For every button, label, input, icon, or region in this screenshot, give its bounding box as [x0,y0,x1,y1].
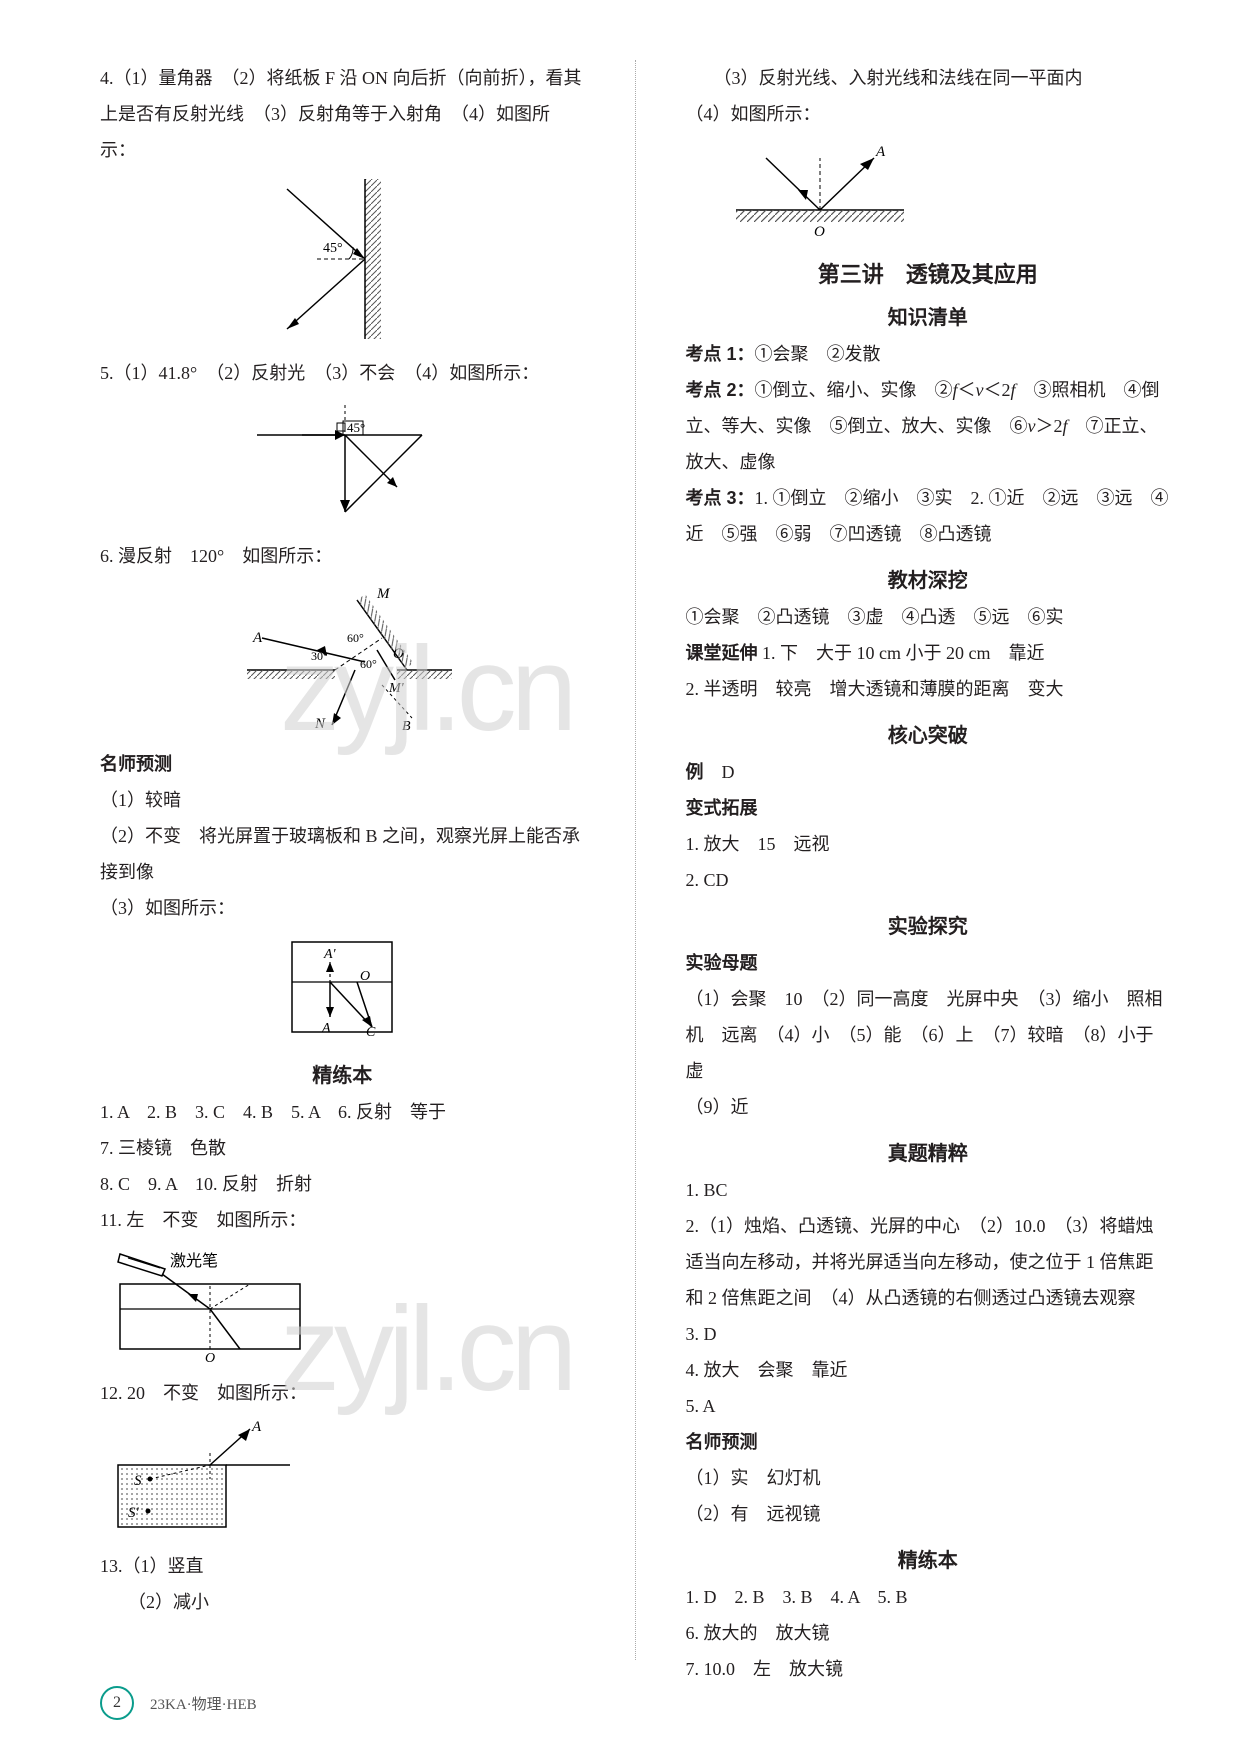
example: 例 D [686,754,1171,790]
symt-heading: 实验母题 [686,945,1171,981]
svg-text:A: A [875,144,886,160]
right-column: （3）反射光线、入射光线和法线在同一平面内 （4）如图所示： A O [686,60,1171,1660]
z4: 4. 放大 会聚 靠近 [686,1352,1171,1388]
kd2: 考点 2：①倒立、缩小、实像 ②f＜v＜2f ③照相机 ④倒立、等大、实像 ⑤倒… [686,372,1171,480]
z3: 3. D [686,1316,1171,1352]
r-top1: （3）反射光线、入射光线和法线在同一平面内 [686,60,1171,96]
kd1: 考点 1：①会聚 ②发散 [686,336,1171,372]
m2: （2）有 远视镜 [686,1496,1171,1532]
svg-text:O: O [205,1351,215,1364]
z5: 5. A [686,1388,1171,1424]
svg-text:A: A [251,1419,262,1435]
diagram-q5: 45° [100,397,585,532]
page-number: 2 [100,1686,134,1720]
diagram-j12: S A S' [100,1417,585,1542]
hxtp-heading: 核心突破 [686,719,1171,748]
jcsw2: 课堂延伸 1. 下 大于 10 cm 小于 20 cm 靠近 [686,635,1171,671]
left-column: 4.（1）量角器 （2）将纸板 F 沿 ON 向后折（向前折），看其上是否有反射… [100,60,585,1660]
svg-text:A: A [321,1021,331,1036]
z2: 2.（1）烛焰、凸透镜、光屏的中心 （2）10.0 （3）将蜡烛适当向左移动，并… [686,1208,1171,1316]
jcsw3: 2. 半透明 较亮 增大透镜和薄膜的距离 变大 [686,671,1171,707]
b2: 2. CD [686,862,1171,898]
lecture-title: 第三讲 透镜及其应用 [686,257,1171,289]
diagram-q4: 45° [100,174,585,349]
sy1: （1）会聚 10 （2）同一高度 光屏中央 （3）缩小 照相机 远离 （4）小 … [686,981,1171,1089]
diagram-j11: 激光笔 O [100,1244,585,1369]
svg-text:A': A' [323,947,337,962]
p1: （1）较暗 [100,782,585,818]
footer-code: 23KA·物理·HEB [150,1693,257,1714]
jr1: 1. D 2. B 3. B 4. A 5. B [686,1579,1171,1615]
two-column-layout: 4.（1）量角器 （2）将纸板 F 沿 ON 向后折（向前折），看其上是否有反射… [100,60,1170,1660]
j12: 12. 20 不变 如图所示： [100,1375,585,1411]
jr6: 6. 放大的 放大镜 [686,1615,1171,1651]
jr7: 7. 10.0 左 放大镜 [686,1651,1171,1687]
jcsw-heading: 教材深挖 [686,564,1171,593]
j1: 1. A 2. B 3. C 4. B 5. A 6. 反射 等于 [100,1094,585,1130]
j13b: （2）减小 [100,1584,585,1620]
q4-text: 4.（1）量角器 （2）将纸板 F 沿 ON 向后折（向前折），看其上是否有反射… [100,60,585,168]
svg-text:30°: 30° [311,649,328,663]
svg-text:N: N [314,716,326,732]
j8: 8. C 9. A 10. 反射 折射 [100,1166,585,1202]
d4-angle: 45° [323,241,343,256]
page-footer: 2 23KA·物理·HEB [100,1686,257,1720]
jlb2-heading: 精练本 [686,1544,1171,1573]
svg-text:S': S' [128,1505,140,1521]
ztjc-heading: 真题精粹 [686,1137,1171,1166]
svg-text:60°: 60° [347,631,364,645]
svg-text:A: A [252,630,263,646]
laser-label: 激光笔 [170,1252,218,1270]
diagram-right-top: A O [686,138,1171,243]
svg-text:60°: 60° [360,657,377,671]
svg-text:M: M [376,586,391,602]
msyc-heading: 名师预测 [686,1424,1171,1460]
svg-text:S: S [134,1473,142,1489]
b1: 1. 放大 15 远视 [686,826,1171,862]
z1: 1. BC [686,1172,1171,1208]
zsqd-heading: 知识清单 [686,301,1171,330]
svg-text:O: O [814,224,825,238]
r-top2: （4）如图所示： [686,96,1171,132]
diagram-q6: M A O 30° 60° 60° M' N [100,580,585,740]
q6-text: 6. 漫反射 120° 如图所示： [100,538,585,574]
q5-text: 5.（1）41.8° （2）反射光 （3）不会 （4）如图所示： [100,355,585,391]
m1: （1）实 幻灯机 [686,1460,1171,1496]
diagram-p3: A' O A C [100,932,585,1047]
d5-angle: 45° [347,420,365,435]
sy9: （9）近 [686,1089,1171,1125]
svg-text:O: O [360,969,370,984]
svg-text:B: B [402,719,411,734]
j7: 7. 三棱镜 色散 [100,1130,585,1166]
predict-heading: 名师预测 [100,746,585,782]
column-divider [635,60,636,1660]
svg-text:C: C [366,1025,376,1040]
j11: 11. 左 不变 如图所示： [100,1202,585,1238]
j13a: 13.（1）竖直 [100,1548,585,1584]
p3: （3）如图所示： [100,890,585,926]
kd3: 考点 3：1. ①倒立 ②缩小 ③实 2. ①近 ②远 ③远 ④近 ⑤强 ⑥弱 … [686,480,1171,552]
p2: （2）不变 将光屏置于玻璃板和 B 之间，观察光屏上能否承接到像 [100,818,585,890]
jlb-heading: 精练本 [100,1059,585,1088]
sytj-heading: 实验探究 [686,910,1171,939]
jcsw1: ①会聚 ②凸透镜 ③虚 ④凸透 ⑤远 ⑥实 [686,599,1171,635]
svg-text:O: O [393,646,404,662]
bst-heading: 变式拓展 [686,790,1171,826]
